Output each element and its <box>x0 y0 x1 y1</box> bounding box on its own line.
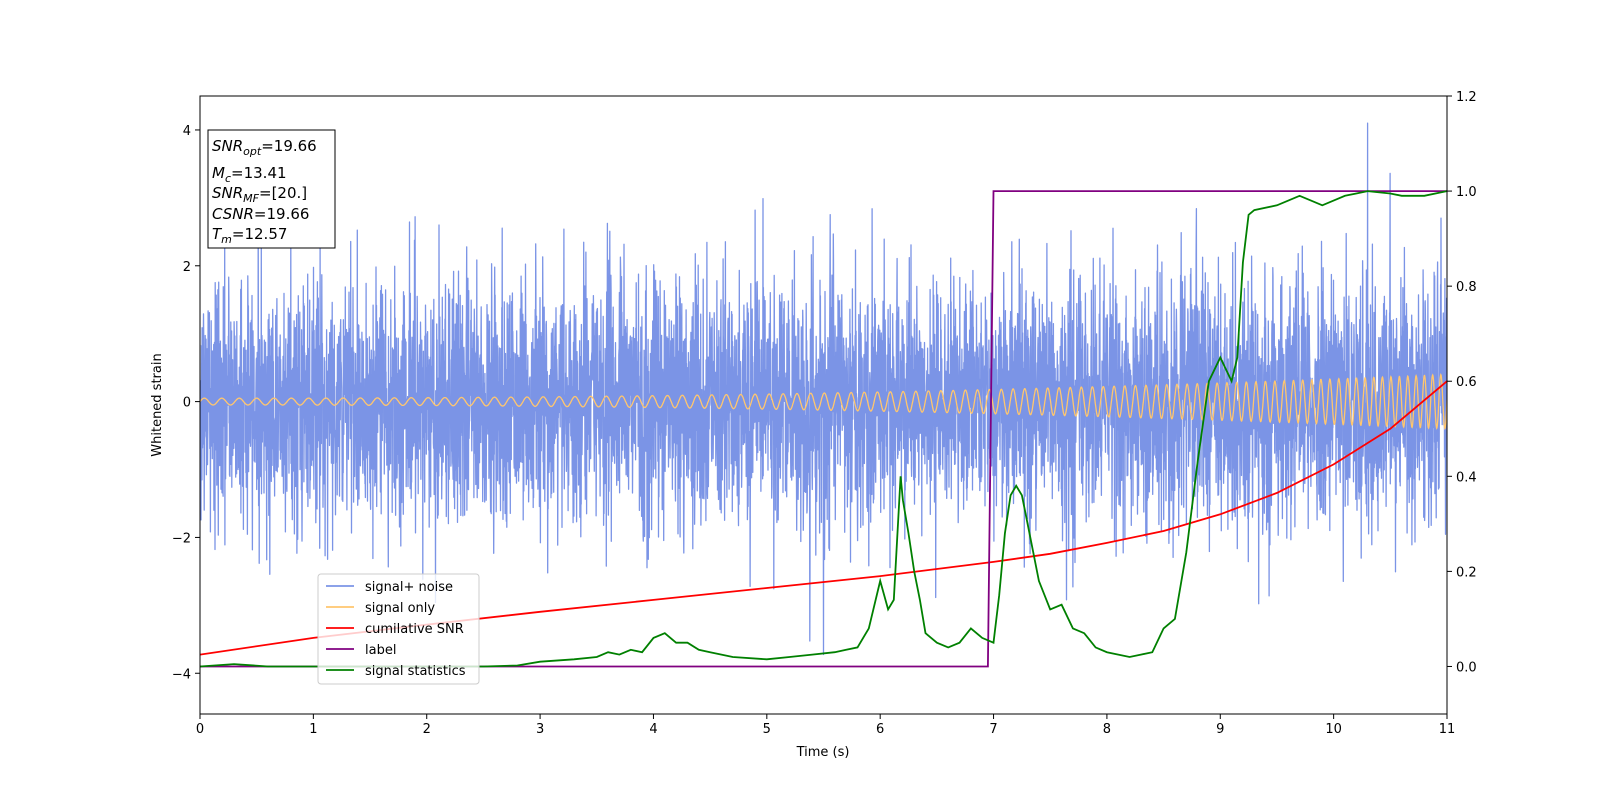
series-cumulative-snr-line <box>200 380 1447 656</box>
info-tm: Tm=12.57 <box>212 225 287 246</box>
x-tick-label: 9 <box>1216 722 1224 737</box>
x-tick-label: 0 <box>196 722 204 737</box>
legend-label-signal-noise: signal+ noise <box>365 580 453 595</box>
x-tick-label: 7 <box>989 722 997 737</box>
y-right-tick-label: 1.0 <box>1456 185 1477 200</box>
series-signal-only-line <box>200 373 1447 431</box>
info-snr-opt: SNRopt=19.66 <box>212 137 317 158</box>
info-box-frame <box>207 129 336 249</box>
y-right-tick-label: 1.2 <box>1456 90 1477 105</box>
y-axis-left: −4 −2 0 2 4 <box>172 124 200 682</box>
y-right-tick-label: 0.2 <box>1456 565 1477 580</box>
series-signal-statistics-line <box>200 190 1447 668</box>
x-tick-label: 2 <box>423 722 431 737</box>
y-left-tick-label: 4 <box>183 124 191 139</box>
info-box: SNRopt=19.66 Mc=13.41 SNRMF=[20.] CSNR=1… <box>207 129 336 249</box>
y-right-tick-label: 0.4 <box>1456 470 1477 485</box>
legend-label-signal-statistics: signal statistics <box>365 664 466 679</box>
y-left-tick-label: 0 <box>183 396 191 411</box>
legend-label-signal-only: signal only <box>365 601 435 616</box>
x-tick-label: 8 <box>1103 722 1111 737</box>
y-left-tick-label: 2 <box>183 260 191 275</box>
y-right-tick-label: 0.6 <box>1456 375 1477 390</box>
y-left-tick-label: −4 <box>172 667 191 682</box>
x-tick-label: 5 <box>763 722 771 737</box>
x-tick-label: 10 <box>1325 722 1342 737</box>
y-right-tick-label: 0.0 <box>1456 660 1477 675</box>
y-left-tick-label: −2 <box>172 531 191 546</box>
axes-frame <box>199 95 1448 715</box>
info-csnr: CSNR=19.66 <box>212 205 309 223</box>
y-axis-right: 0.0 0.2 0.4 0.6 0.8 1.0 1.2 <box>1447 90 1477 675</box>
legend-label-cumulative-snr: cumilative SNR <box>365 622 464 637</box>
x-axis: 0 1 2 3 4 5 6 7 8 9 10 11 <box>196 714 1455 737</box>
x-tick-label: 11 <box>1439 722 1456 737</box>
x-tick-label: 3 <box>536 722 544 737</box>
x-axis-label: Time (s) <box>796 745 850 760</box>
y-axis-label: Whitened strain <box>150 353 165 456</box>
legend: signal+ noise signal only cumilative SNR… <box>317 573 480 685</box>
x-tick-label: 4 <box>649 722 657 737</box>
x-tick-label: 6 <box>876 722 884 737</box>
legend-frame <box>317 573 480 685</box>
plot-area <box>200 122 1447 668</box>
x-tick-label: 1 <box>309 722 317 737</box>
y-right-tick-label: 0.8 <box>1456 280 1477 295</box>
legend-label-label: label <box>365 643 396 658</box>
info-mc: Mc=13.41 <box>212 164 287 185</box>
info-snr-mf: SNRMF=[20.] <box>212 184 307 205</box>
series-signal-noise-line <box>200 122 1447 656</box>
series-label-line <box>200 190 1447 668</box>
